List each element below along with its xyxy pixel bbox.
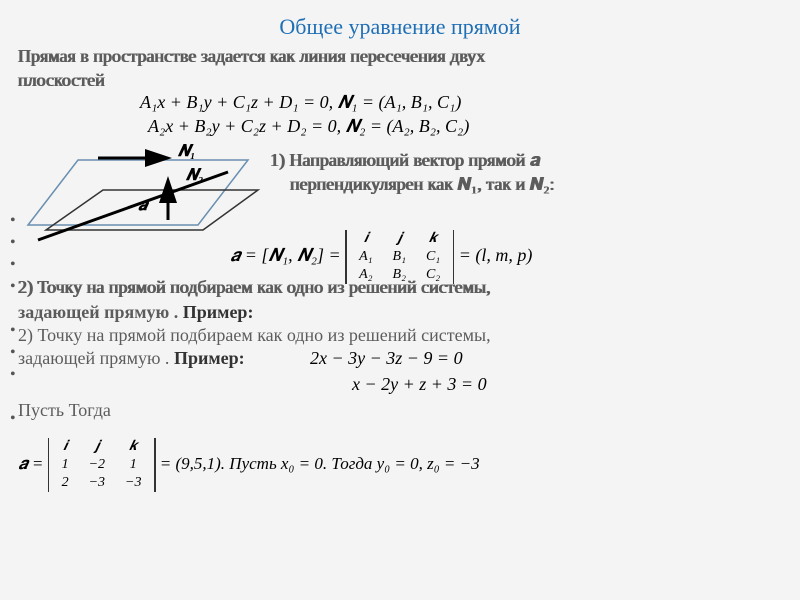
point-line-2-dup-label: задающей прямую . — [18, 348, 169, 368]
system-equation-2: x − 2y + z + 3 = 0 — [352, 374, 487, 395]
label-n2: 𝑵₂ — [185, 167, 204, 184]
plane-outline-front — [46, 190, 258, 230]
final-prefix: 𝒂 = — [18, 454, 43, 473]
final-equation: 𝒂 = 𝒊𝒋𝒌 1−21 2−3−3 = (9,5,1). Пусть x₀ =… — [18, 438, 480, 492]
point-line-2-dup: задающей прямую . Пример: — [18, 348, 245, 369]
cross-prefix: 𝒂 = [𝑵₁, 𝑵₂] = — [230, 245, 341, 265]
point-line-1: 2) Точку на прямой подбираем как одно из… — [18, 275, 782, 299]
point-line-2-label: задающей прямую . — [18, 302, 178, 322]
direction-vector-line-2: перпендикулярен как 𝑵₁, так и 𝑵₂: — [290, 172, 782, 196]
point-line-2: задающей прямую . Пример: — [18, 300, 253, 324]
determinant-2: 𝒊𝒋𝒌 1−21 2−3−3 — [48, 438, 156, 492]
point-line-1-dup: 2) Точку на прямой подбираем как одно из… — [18, 323, 782, 347]
direction-vector-line-1: 1) Направляющий вектор прямой 𝒂 — [270, 148, 782, 172]
example-label: Пример: — [183, 302, 254, 322]
intro-line-1: Прямая в пространстве задается как линия… — [18, 44, 782, 68]
final-suffix: = (9,5,1). Пусть x₀ = 0. Тогда y₀ = 0, z… — [160, 454, 480, 473]
example-label-dup: Пример: — [174, 348, 245, 368]
label-n1: 𝑵₁ — [177, 143, 196, 160]
system-equation-1: 2x − 3y − 3z − 9 = 0 — [310, 348, 463, 369]
let-then-line: Пусть Тогда — [18, 400, 111, 421]
cross-suffix: = (l, m, p) — [459, 245, 533, 265]
page-title: Общее уравнение прямой — [0, 0, 800, 40]
bullet-list: •••••••• — [10, 210, 16, 430]
plane-equation-1: A₁x + B₁y + C₁z + D₁ = 0, 𝑵₁ = (A₁, B₁, … — [140, 92, 461, 113]
intro-line-2: плоскостей — [18, 68, 782, 92]
